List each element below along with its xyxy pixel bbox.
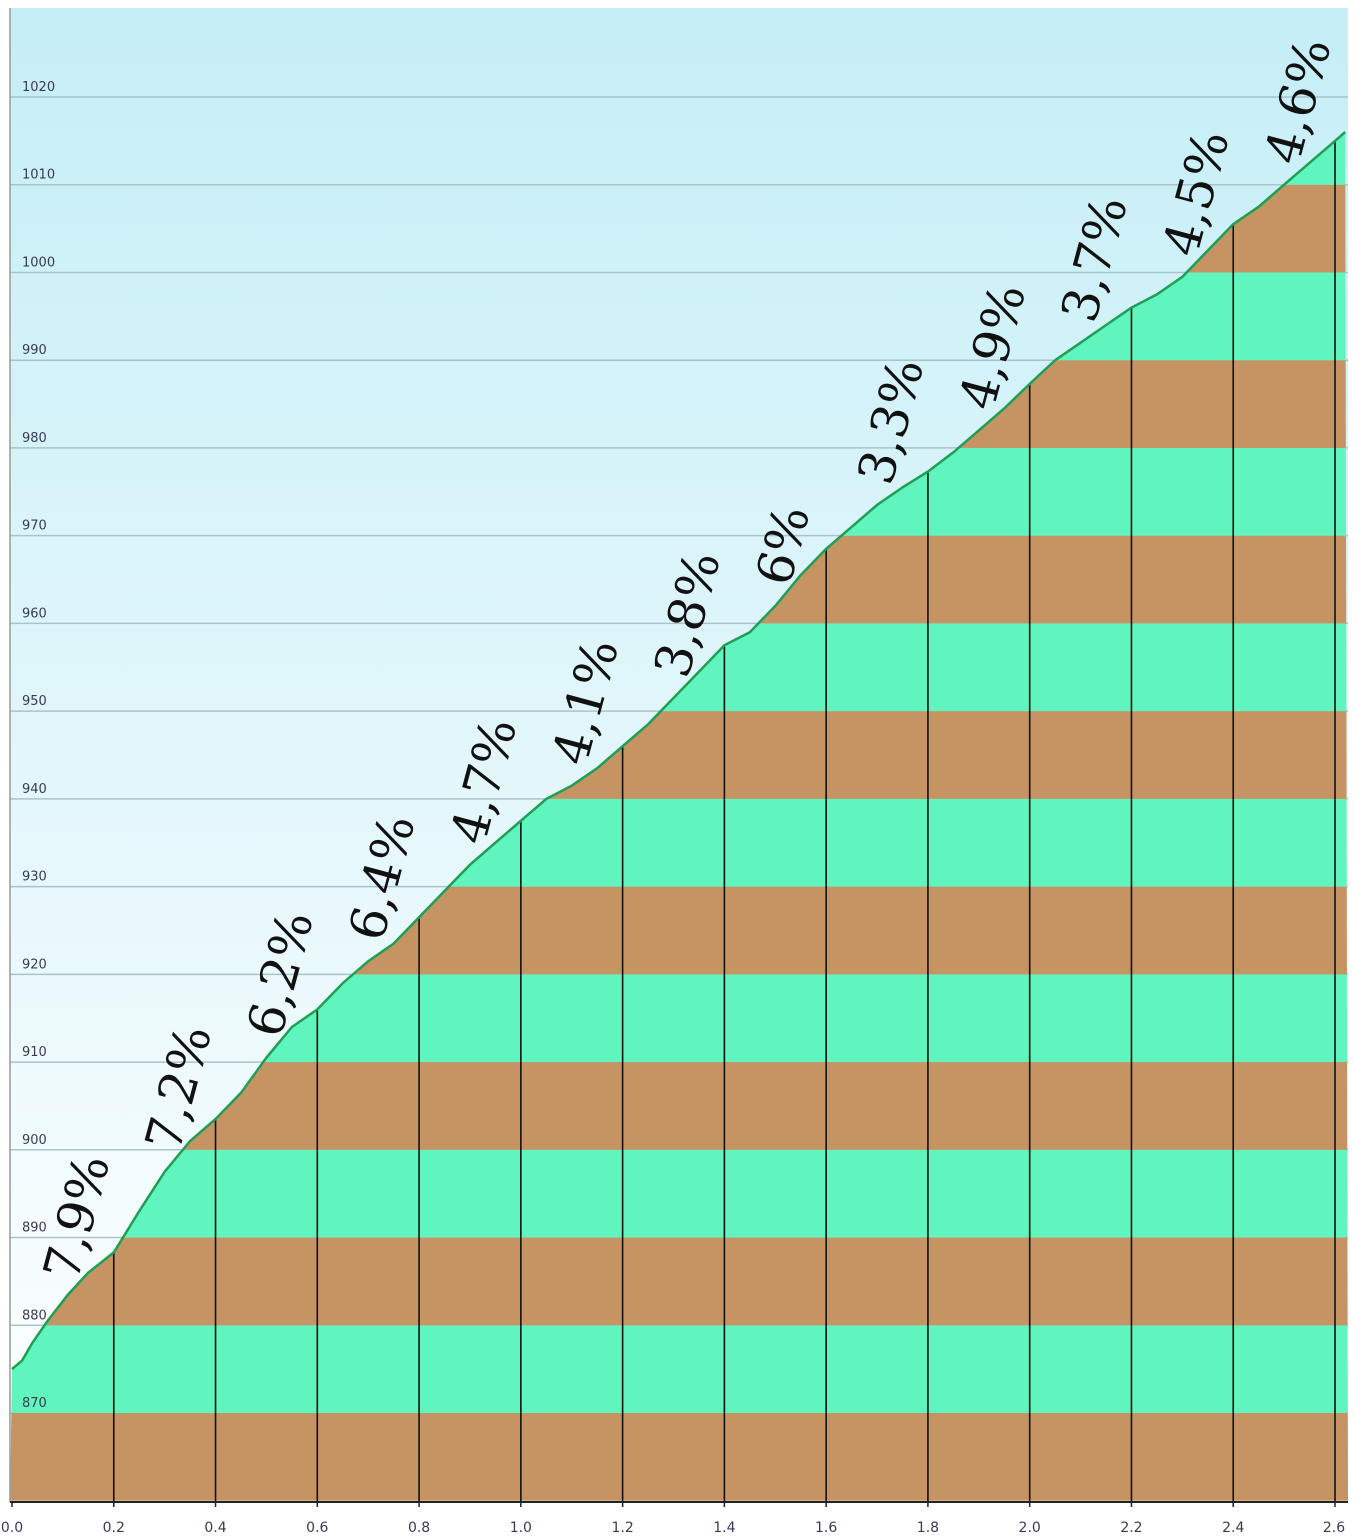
y-tick-label-930: 930 bbox=[22, 870, 47, 885]
x-tick-label-0.4: 0.4 bbox=[204, 1520, 226, 1536]
y-tick-label-990: 990 bbox=[22, 343, 47, 358]
x-tick-label-2.6: 2.6 bbox=[1323, 1520, 1345, 1536]
y-tick-label-960: 960 bbox=[22, 606, 47, 621]
y-tick-label-1020: 1020 bbox=[22, 80, 55, 95]
y-tick-label-890: 890 bbox=[22, 1221, 47, 1236]
x-tick-label-1.6: 1.6 bbox=[815, 1520, 837, 1536]
y-tick-label-1000: 1000 bbox=[22, 255, 55, 270]
x-tick-label-1.0: 1.0 bbox=[510, 1520, 532, 1536]
elevation-band-890 bbox=[10, 1149, 1348, 1238]
y-tick-label-920: 920 bbox=[22, 957, 47, 972]
y-tick-label-1010: 1010 bbox=[22, 168, 55, 183]
x-tick-label-1.2: 1.2 bbox=[611, 1520, 633, 1536]
x-tick-label-1.4: 1.4 bbox=[713, 1520, 735, 1536]
y-tick-label-950: 950 bbox=[22, 694, 47, 709]
y-tick-label-910: 910 bbox=[22, 1045, 47, 1060]
y-tick-label-970: 970 bbox=[22, 519, 47, 534]
x-tick-label-0.2: 0.2 bbox=[103, 1520, 125, 1536]
elevation-band-880 bbox=[10, 1237, 1348, 1326]
x-tick-label-1.8: 1.8 bbox=[917, 1520, 939, 1536]
elevation-band-860 bbox=[10, 1413, 1348, 1501]
x-tick-label-0.6: 0.6 bbox=[306, 1520, 328, 1536]
y-tick-label-940: 940 bbox=[22, 782, 47, 797]
y-tick-label-880: 880 bbox=[22, 1308, 47, 1323]
y-tick-label-870: 870 bbox=[22, 1396, 47, 1411]
x-tick-label-2.0: 2.0 bbox=[1019, 1520, 1041, 1536]
y-tick-label-980: 980 bbox=[22, 431, 47, 446]
x-tick-label-2.4: 2.4 bbox=[1222, 1520, 1244, 1536]
elevation-band-870 bbox=[10, 1325, 1348, 1413]
x-tick-label-0.0: 0.0 bbox=[1, 1520, 23, 1536]
km-markers bbox=[112, 140, 1336, 1502]
axes: 870 880 890 900 910 920 930 940 950 960 970 980 990 1… bbox=[1, 8, 1348, 1536]
y-tick-label-900: 900 bbox=[22, 1133, 47, 1148]
x-tick-label-2.2: 2.2 bbox=[1120, 1520, 1142, 1536]
profile-line bbox=[11, 131, 1347, 1371]
x-tick-label-0.8: 0.8 bbox=[408, 1520, 430, 1536]
